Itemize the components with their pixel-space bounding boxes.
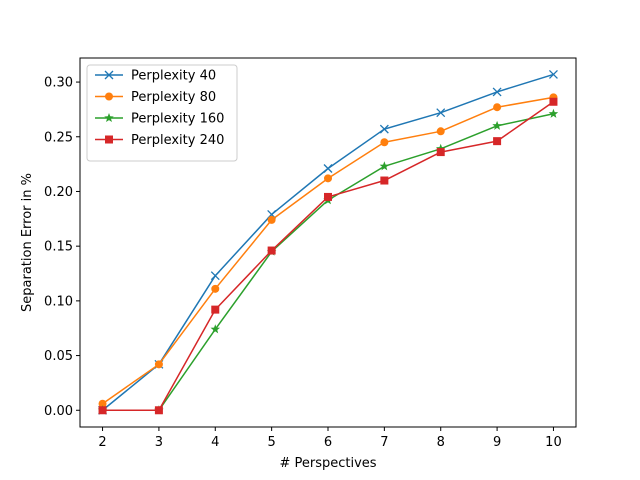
legend-item: Perplexity 40 bbox=[95, 69, 216, 84]
data-point bbox=[211, 284, 220, 293]
data-point bbox=[210, 324, 221, 334]
data-point bbox=[324, 192, 332, 201]
data-point bbox=[267, 215, 276, 224]
series-4 bbox=[98, 97, 558, 415]
legend-marker bbox=[105, 135, 113, 144]
legend-marker bbox=[105, 92, 113, 101]
x-axis: 2 3 4 5 6 7 8 9 10 bbox=[98, 427, 562, 450]
data-point-stroke bbox=[210, 271, 220, 281]
legend-marker bbox=[104, 70, 114, 80]
x-tick-label: 7 bbox=[380, 435, 388, 450]
y-tick-label: 0.25 bbox=[44, 130, 73, 145]
x-tick-label: 4 bbox=[211, 435, 219, 450]
x-tick-label: 5 bbox=[267, 435, 275, 450]
x-tick-label: 2 bbox=[98, 435, 106, 450]
data-point bbox=[210, 271, 220, 281]
x-axis-label: # Perspectives bbox=[279, 456, 376, 471]
data-point bbox=[379, 161, 390, 171]
legend-marker bbox=[104, 113, 114, 123]
y-tick-label: 0.30 bbox=[44, 76, 73, 91]
data-point bbox=[548, 108, 559, 118]
data-point bbox=[380, 176, 389, 185]
data-point bbox=[493, 103, 502, 112]
data-point bbox=[492, 87, 502, 97]
data-point bbox=[549, 97, 558, 106]
data-point bbox=[493, 137, 502, 146]
x-tick-label: 3 bbox=[155, 435, 163, 450]
data-point bbox=[154, 406, 163, 415]
legend-item: Perplexity 240 bbox=[95, 133, 224, 148]
legend-label: Perplexity 40 bbox=[131, 69, 216, 84]
data-point-stroke bbox=[436, 108, 446, 118]
data-point bbox=[379, 124, 389, 134]
legend-label: Perplexity 240 bbox=[131, 133, 224, 148]
data-point bbox=[492, 120, 502, 130]
legend-box bbox=[86, 64, 238, 162]
legend-label: Perplexity 160 bbox=[131, 112, 224, 127]
legend-label: Perplexity 80 bbox=[131, 90, 216, 105]
data-point-stroke bbox=[548, 69, 558, 79]
y-tick-label: 0.05 bbox=[44, 349, 73, 364]
legend-item: Perplexity 80 bbox=[95, 90, 216, 105]
y-tick-label: 0.15 bbox=[44, 240, 73, 255]
y-tick-label: 0.10 bbox=[44, 294, 73, 309]
legend-marker-stroke bbox=[104, 70, 114, 80]
x-tick-label: 9 bbox=[493, 435, 501, 450]
data-point-stroke bbox=[323, 164, 333, 173]
data-point bbox=[154, 360, 163, 369]
series-layer bbox=[97, 69, 559, 415]
data-point bbox=[267, 246, 276, 255]
legend-item: Perplexity 160 bbox=[95, 112, 224, 127]
data-point bbox=[98, 406, 107, 415]
data-point-stroke bbox=[492, 87, 502, 97]
data-point bbox=[211, 305, 220, 314]
data-point bbox=[98, 399, 107, 408]
data-point bbox=[324, 174, 332, 183]
data-point bbox=[436, 148, 445, 157]
data-point bbox=[436, 108, 446, 118]
data-point bbox=[548, 69, 558, 79]
data-point bbox=[323, 164, 333, 173]
legend: Perplexity 40 Perplexity 80 Perplexity 160… bbox=[86, 64, 238, 162]
data-point bbox=[436, 127, 445, 136]
x-tick-label: 6 bbox=[324, 435, 332, 450]
x-tick-label: 10 bbox=[545, 435, 562, 450]
x-tick-label: 8 bbox=[437, 435, 445, 450]
data-point bbox=[380, 138, 389, 147]
y-axis-label: Separation Error in % bbox=[20, 173, 35, 312]
y-tick-label: 0.20 bbox=[44, 185, 73, 200]
y-axis: 0.00 0.05 0.10 0.15 0.20 0.25 0.30 bbox=[44, 76, 80, 419]
data-point-stroke bbox=[379, 124, 389, 134]
y-tick-label: 0.00 bbox=[44, 404, 73, 419]
